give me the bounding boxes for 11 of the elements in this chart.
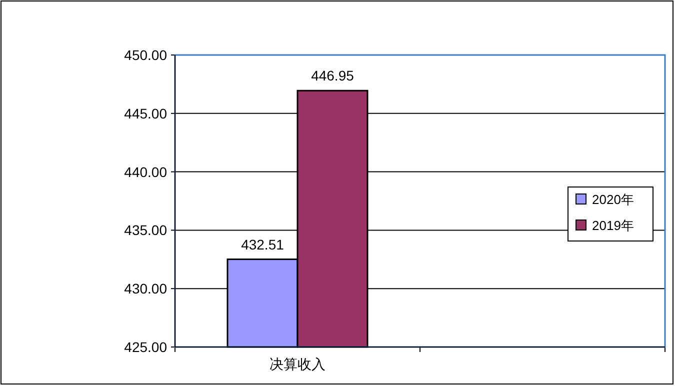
x-tick-label: 决算收入: [270, 356, 326, 372]
legend-label: 2020年: [592, 192, 634, 207]
y-tick-label: 440.00: [124, 164, 168, 180]
legend-label: 2019年: [592, 218, 634, 233]
data-label: 446.95: [311, 68, 354, 84]
y-tick-label: 435.00: [124, 222, 168, 238]
data-label: 432.51: [241, 236, 284, 252]
y-tick-label: 430.00: [124, 280, 168, 297]
y-tick-label: 425.00: [124, 339, 168, 355]
y-tick-label: 445.00: [124, 105, 168, 122]
y-tick-label: 450.00: [124, 47, 168, 63]
